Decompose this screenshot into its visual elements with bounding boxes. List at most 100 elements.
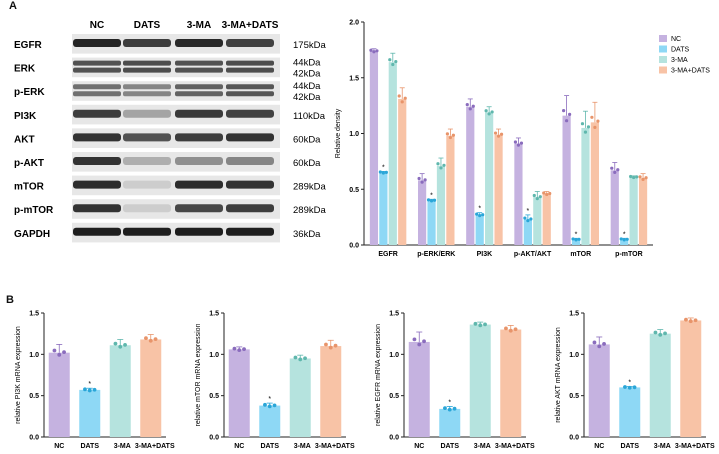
blot-lane-label: DATS <box>134 20 161 31</box>
blot-band <box>123 109 171 118</box>
blot-kda-label: 289kDa <box>293 205 326 216</box>
blot-row-label: mTOR <box>14 182 45 193</box>
data-point <box>583 130 588 134</box>
data-point <box>372 50 376 54</box>
data-point <box>473 321 478 326</box>
blot-band <box>123 204 171 213</box>
data-point <box>92 387 97 392</box>
blot-band <box>226 227 274 236</box>
data-point <box>613 170 617 174</box>
data-point <box>619 237 623 241</box>
y-tick-label: 1.5 <box>389 311 399 318</box>
y-tick-label: 0.5 <box>569 393 579 400</box>
bar <box>466 106 475 246</box>
mrna-chart: 0.0 0.5 1.0 1.5 relative EGFR mRNA expressio… <box>375 311 535 451</box>
data-point <box>432 198 437 202</box>
bar <box>562 115 571 245</box>
bar <box>629 176 638 245</box>
data-point <box>267 404 272 409</box>
data-point <box>272 403 277 408</box>
bar <box>620 239 629 245</box>
bar <box>369 50 379 245</box>
data-point <box>484 109 488 113</box>
blot-band <box>123 39 171 47</box>
blot-band <box>226 84 274 90</box>
legend-label: 3-MA+DATS <box>671 68 710 75</box>
data-point <box>565 119 569 123</box>
x-tick-label: 3-MA <box>654 443 671 450</box>
y-tick-label: 1.5 <box>209 311 219 318</box>
blot-band <box>226 67 274 73</box>
data-point <box>397 94 401 98</box>
panel-label-a: A <box>9 0 17 12</box>
data-point <box>52 348 57 353</box>
y-axis-label: relative mTOR mRNA expression <box>195 323 202 426</box>
data-point <box>375 49 379 53</box>
data-point <box>478 214 482 218</box>
blot-lane-label: 3-MA+DATS <box>222 20 279 31</box>
significance-mark: * <box>448 399 451 406</box>
data-point <box>481 213 485 217</box>
blot-kda-label: 36kDa <box>293 229 321 240</box>
data-point <box>448 135 452 140</box>
data-point <box>378 170 382 174</box>
x-tick-label: DATS <box>440 443 459 450</box>
data-point <box>545 192 549 197</box>
data-point <box>417 342 422 347</box>
data-point <box>508 328 513 333</box>
bar <box>228 349 250 437</box>
blot-band <box>73 180 121 189</box>
blot-strip <box>72 81 280 101</box>
data-point <box>242 347 246 352</box>
blot-band <box>73 227 121 236</box>
blot-band <box>123 60 171 66</box>
data-point <box>468 107 472 111</box>
y-tick-label: 0.0 <box>349 243 359 250</box>
mrna-chart: 0.0 0.5 1.0 1.5 relative PI3K mRNA expressio… <box>15 311 175 451</box>
y-tick-label: 1.5 <box>569 311 579 318</box>
data-point <box>298 357 303 362</box>
mrna-chart: 0.0 0.5 1.0 1.5 relative AKT mRNA expression… <box>555 311 715 451</box>
panel-label-b: B <box>6 294 14 306</box>
data-point <box>629 174 633 179</box>
blot-strip <box>72 57 280 78</box>
data-point <box>423 178 427 182</box>
blot-band <box>175 67 223 73</box>
data-point <box>532 193 536 198</box>
data-point <box>403 96 407 100</box>
data-point <box>443 406 447 411</box>
x-tick-label: DATS <box>620 443 639 450</box>
bar <box>439 408 461 437</box>
data-point <box>57 352 62 357</box>
data-point <box>526 219 530 223</box>
legend-swatch <box>659 45 667 53</box>
bar <box>500 329 522 437</box>
data-point <box>388 58 392 62</box>
blot-kda-label: 175kDa <box>293 40 326 51</box>
y-tick-label: 1.0 <box>209 352 219 359</box>
y-axis-label: relative PI3K mRNA expression <box>15 326 22 424</box>
y-tick-label: 0.0 <box>209 435 219 442</box>
blot-band <box>73 39 121 47</box>
blot-band <box>175 157 223 165</box>
blot-band <box>123 227 171 236</box>
bar <box>619 387 641 437</box>
x-tick-label: 3-MA <box>294 443 311 450</box>
legend-label: DATS <box>671 47 689 54</box>
data-point <box>391 62 395 67</box>
data-point <box>417 176 421 181</box>
data-point <box>688 319 693 324</box>
data-point <box>602 342 606 346</box>
x-tick-label: p-AKT/AKT <box>514 251 552 258</box>
data-point <box>538 195 542 199</box>
blot-kda-label: 44kDa <box>293 81 321 92</box>
bar <box>427 200 436 245</box>
data-point <box>693 318 698 323</box>
data-point <box>610 166 614 170</box>
blot-band <box>123 180 171 189</box>
data-point <box>542 191 546 195</box>
blot-band <box>175 204 223 213</box>
data-point <box>384 170 388 175</box>
data-point <box>638 175 642 179</box>
blot-band <box>123 84 171 90</box>
